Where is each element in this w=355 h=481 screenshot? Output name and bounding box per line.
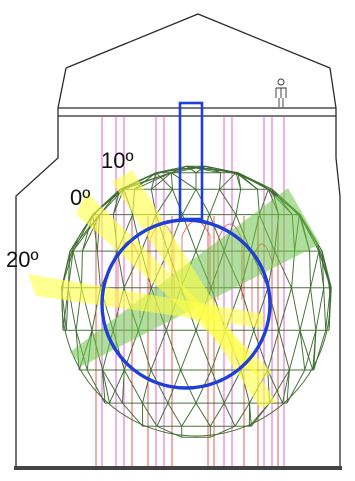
dome-edge	[195, 214, 211, 252]
dome-edge	[122, 402, 143, 427]
dome-edge	[150, 172, 172, 190]
dome-edge	[323, 287, 327, 331]
dome-edge	[112, 189, 121, 215]
dome-edge	[102, 369, 106, 404]
dome-edge	[309, 251, 311, 288]
person-icon	[275, 78, 287, 107]
dome-edge	[165, 330, 182, 371]
angle-label-10: 10º	[101, 148, 134, 173]
vertical-shaft	[178, 101, 204, 221]
dome-edge	[155, 189, 173, 215]
dome-edge	[249, 403, 252, 427]
dome-edge	[181, 189, 197, 215]
dome-edge	[219, 189, 237, 215]
dome-edge	[234, 402, 250, 427]
dome-edge	[171, 172, 197, 190]
dome-edge	[155, 172, 173, 190]
dome-edge	[291, 287, 301, 331]
dome-edge	[299, 330, 306, 371]
dome-edge	[223, 369, 242, 404]
dome-edge	[150, 172, 157, 190]
ground-line	[14, 466, 342, 470]
dome-edge	[102, 369, 123, 404]
dome-outline	[61, 167, 331, 437]
dome-edge	[156, 402, 169, 427]
dome-edge	[267, 369, 283, 404]
dome-edge	[267, 330, 280, 371]
beams	[28, 170, 320, 408]
dome-edge	[286, 369, 290, 404]
dome-edge	[223, 402, 236, 427]
dome-edge	[156, 425, 183, 438]
dome-edge	[186, 165, 239, 174]
sphere-assembly	[100, 101, 272, 390]
dome-edge	[219, 172, 222, 190]
central-sphere	[100, 218, 272, 390]
dome-edge	[150, 330, 167, 371]
dome-edge	[181, 402, 197, 427]
angle-label-20: 20º	[6, 247, 39, 272]
dome-edge	[142, 369, 152, 404]
building-walls	[15, 67, 341, 466]
dome-edge	[235, 189, 242, 215]
dome-edge	[299, 287, 311, 331]
dome-edge	[278, 330, 290, 371]
dome-edge	[321, 250, 332, 288]
dome-edge	[209, 425, 236, 438]
dome-edge	[299, 330, 314, 371]
angle-label-0: 0º	[70, 185, 90, 210]
dome-edge	[219, 172, 237, 190]
dome-edge	[109, 369, 125, 404]
dome-edge	[253, 330, 269, 371]
dome-edge	[195, 330, 212, 371]
dome-edge	[282, 369, 290, 404]
dome-edge	[72, 250, 82, 288]
beam-10-degrees	[112, 170, 276, 408]
building-outline	[15, 13, 341, 466]
dome-edge	[121, 369, 125, 404]
dome-edge	[167, 402, 183, 427]
dome-edge	[102, 369, 110, 404]
dome-edge	[315, 287, 325, 331]
dome-edge	[123, 369, 143, 404]
dome-edge	[186, 165, 197, 174]
dome-edge	[81, 251, 83, 288]
dome-edge	[313, 330, 317, 371]
dome-edge	[288, 330, 301, 371]
dome-edge	[310, 250, 320, 288]
dome-edge	[210, 369, 225, 404]
dome-edge	[171, 165, 206, 174]
dome-edge	[318, 250, 332, 288]
dome-edge	[235, 172, 242, 190]
dome-edge	[209, 189, 220, 215]
dome-edge	[170, 172, 173, 190]
dome-edge	[137, 330, 152, 371]
dome-edge	[150, 369, 169, 404]
dome-edge	[195, 402, 211, 427]
dome-edge	[96, 251, 101, 288]
dome-edge	[278, 287, 293, 331]
dome-edge	[304, 330, 317, 371]
dome-edge	[180, 330, 197, 371]
building-roof	[65, 13, 331, 69]
dome-edge	[142, 402, 158, 427]
dome-edge	[209, 402, 225, 427]
dome-edge	[318, 251, 325, 288]
dome-edge	[310, 287, 317, 331]
dome-edge	[313, 330, 327, 371]
